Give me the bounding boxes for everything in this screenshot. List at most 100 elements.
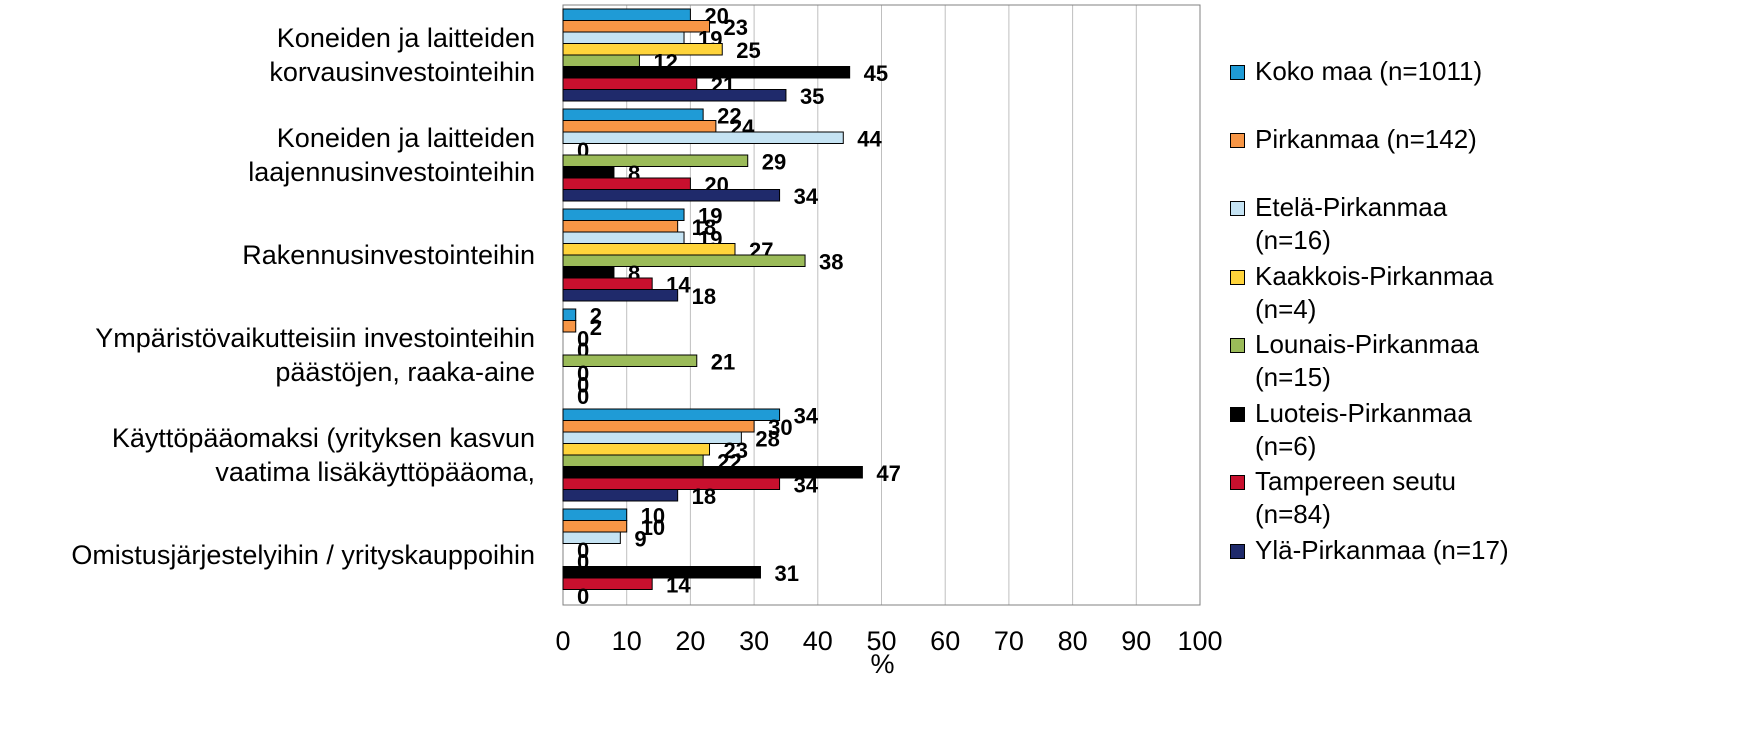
legend-label: Lounais-Pirkanmaa (n=15) — [1255, 329, 1480, 392]
x-tick-label: 100 — [1177, 626, 1222, 656]
legend-label: Etelä-Pirkanmaa (n=16) — [1255, 192, 1448, 255]
data-label: 0 — [577, 361, 589, 386]
bar — [562, 31, 685, 44]
data-label: 34 — [794, 404, 819, 429]
data-label: 19 — [698, 204, 722, 229]
bar — [562, 231, 685, 244]
data-label: 18 — [692, 215, 716, 240]
legend-label: Ylä-Pirkanmaa (n=17) — [1255, 534, 1509, 565]
legend-swatch — [1230, 406, 1245, 422]
bar — [562, 220, 679, 233]
data-label: 31 — [774, 561, 798, 586]
data-label: 22 — [717, 104, 741, 129]
legend-swatch — [1230, 201, 1245, 216]
data-label: 34 — [794, 473, 819, 498]
data-label: 21 — [711, 350, 735, 375]
bar — [562, 208, 685, 221]
bar — [562, 477, 781, 490]
bar — [562, 108, 704, 121]
data-label: 0 — [577, 384, 589, 409]
bar — [562, 177, 691, 190]
bar — [562, 254, 806, 267]
data-label: 0 — [577, 327, 589, 352]
data-label: 45 — [864, 61, 888, 86]
data-label: 29 — [762, 150, 786, 175]
bar — [562, 420, 755, 433]
bar — [562, 508, 628, 521]
bar — [562, 189, 781, 202]
bar — [562, 77, 698, 90]
bar — [562, 308, 577, 321]
bar — [562, 89, 787, 102]
bar — [562, 20, 711, 33]
bar — [562, 43, 723, 56]
category-label: Käyttöpääomaksi (yrityksen kasvun vaatim… — [111, 423, 535, 487]
data-label: 38 — [819, 250, 843, 275]
bar — [562, 320, 577, 333]
bar — [562, 166, 615, 179]
bar — [562, 66, 851, 79]
legend-label: Pirkanmaa (n=142) — [1255, 124, 1477, 154]
bar — [562, 408, 781, 421]
data-label: 2 — [590, 304, 602, 329]
data-label: 35 — [800, 84, 824, 109]
legend-label: Tampereen seutu (n=84) — [1255, 466, 1456, 529]
bar — [562, 443, 711, 456]
x-axis-label: % — [870, 649, 894, 679]
legend-swatch — [1230, 269, 1245, 285]
bar — [562, 431, 742, 444]
x-tick-label: 0 — [555, 626, 570, 656]
data-label: 2 — [590, 315, 602, 340]
legend-swatch — [1230, 475, 1245, 490]
bar — [562, 354, 698, 367]
legend-label: Kaakkois-Pirkanmaa (n=4) — [1255, 260, 1494, 324]
category-label: Omistusjärjestelyihin / yrityskauppoihin — [71, 540, 535, 570]
data-label: 30 — [768, 415, 792, 440]
bar — [562, 577, 653, 590]
legend-label: Luoteis-Pirkanmaa (n=6) — [1255, 397, 1472, 461]
category-label: Koneiden ja laitteiden korvausinvestoint… — [269, 23, 535, 87]
category-label: Koneiden ja laitteiden laajennusinvestoi… — [248, 123, 535, 187]
data-label: 14 — [666, 573, 691, 598]
legend-label: Koko maa (n=1011) — [1255, 56, 1483, 86]
x-tick-label: 30 — [739, 626, 769, 656]
bar — [562, 8, 691, 21]
bar — [562, 289, 679, 302]
data-label: 44 — [857, 127, 882, 152]
data-label: 34 — [794, 184, 819, 209]
category-label: Ympäristövaikutteisiin investointeihin p… — [95, 323, 535, 387]
bar — [562, 520, 628, 533]
data-label: 25 — [736, 38, 760, 63]
x-tick-label: 90 — [1121, 626, 1151, 656]
data-label: 10 — [641, 515, 665, 540]
data-label: 47 — [876, 461, 900, 486]
data-label: 9 — [634, 527, 646, 552]
data-label: 10 — [641, 504, 665, 529]
data-label: 18 — [692, 284, 716, 309]
data-label: 18 — [692, 484, 716, 509]
x-tick-label: 60 — [930, 626, 960, 656]
category-label: Rakennusinvestointeihin — [242, 240, 535, 270]
bar — [562, 489, 679, 502]
bar — [562, 531, 621, 544]
data-label: 0 — [577, 538, 589, 563]
x-tick-label: 80 — [1058, 626, 1088, 656]
legend-swatch — [1230, 133, 1245, 148]
x-tick-label: 40 — [803, 626, 833, 656]
x-tick-label: 70 — [994, 626, 1024, 656]
x-tick-label: 10 — [612, 626, 642, 656]
bar — [562, 566, 761, 579]
bar — [562, 243, 736, 256]
bar — [562, 120, 717, 133]
plot-frame — [562, 4, 1201, 606]
legend-swatch — [1230, 338, 1245, 353]
bar — [562, 277, 653, 290]
bar — [562, 154, 749, 167]
legend-swatch — [1230, 543, 1245, 559]
data-label: 0 — [577, 373, 589, 398]
bar — [562, 54, 640, 67]
x-tick-label: 20 — [675, 626, 705, 656]
bar — [562, 131, 844, 144]
